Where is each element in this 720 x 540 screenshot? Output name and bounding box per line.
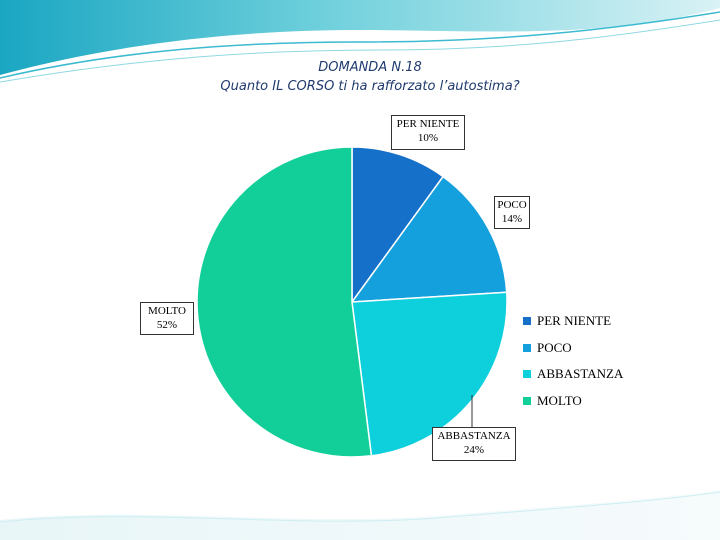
data-label-category: POCO bbox=[497, 199, 527, 211]
legend-item-poco: POCO bbox=[523, 339, 643, 357]
data-label-poco: POCO 14% bbox=[494, 196, 530, 229]
data-label-category: MOLTO bbox=[148, 305, 186, 317]
slide-title: DOMANDA N.18 bbox=[318, 60, 422, 75]
slide-subtitle: Quanto IL CORSO ti ha rafforzato l’autos… bbox=[220, 79, 520, 94]
slide-title-block: DOMANDA N.18 Quanto IL CORSO ti ha raffo… bbox=[150, 58, 590, 96]
data-label-value: 14% bbox=[501, 213, 523, 225]
legend-label: ABBASTANZA bbox=[537, 366, 624, 381]
data-label-value: 10% bbox=[417, 132, 439, 144]
legend-item-abbastanza: ABBASTANZA bbox=[523, 365, 643, 383]
legend-label: POCO bbox=[537, 339, 572, 355]
chart-legend: PER NIENTE POCO ABBASTANZA MOLTO bbox=[523, 312, 643, 418]
legend-label: MOLTO bbox=[537, 392, 582, 408]
legend-swatch bbox=[523, 343, 531, 352]
legend-item-molto: MOLTO bbox=[523, 392, 643, 410]
legend-label: PER NIENTE bbox=[537, 313, 612, 328]
legend-swatch bbox=[523, 396, 531, 405]
pie-slice-abbastanza bbox=[351, 291, 508, 457]
data-label-value: 52% bbox=[156, 319, 178, 331]
legend-swatch bbox=[523, 317, 531, 325]
data-label-per-niente: PER NIENTE 10% bbox=[391, 115, 465, 150]
pie-slice-poco bbox=[350, 175, 508, 303]
legend-swatch bbox=[523, 370, 531, 378]
data-label-abbastanza: ABBASTANZA 24% bbox=[432, 427, 516, 461]
pie-slice-molto bbox=[196, 146, 373, 458]
pie-slice-per-niente bbox=[351, 146, 445, 305]
legend-item-per-niente: PER NIENTE bbox=[523, 312, 643, 330]
data-label-molto: MOLTO 52% bbox=[140, 302, 194, 335]
data-label-category: PER NIENTE bbox=[396, 118, 460, 130]
data-label-value: 24% bbox=[463, 444, 485, 456]
data-label-category: ABBASTANZA bbox=[437, 430, 511, 442]
